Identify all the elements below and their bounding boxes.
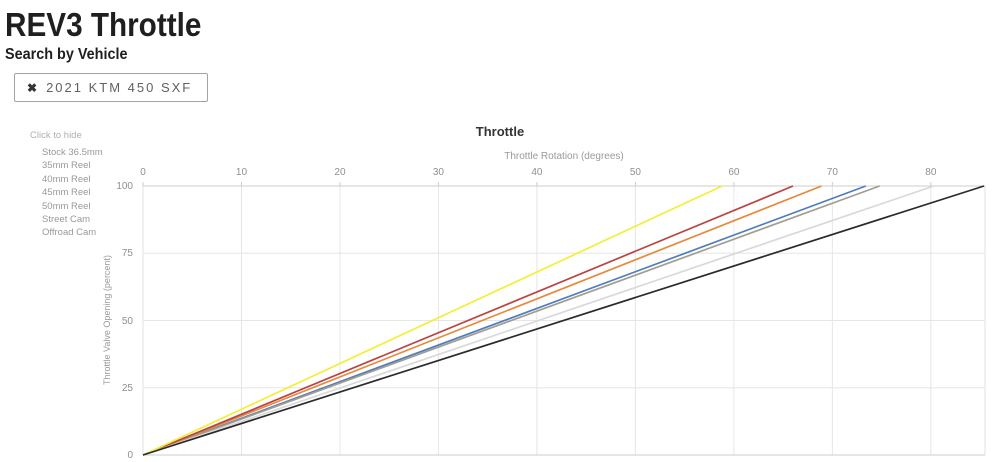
x-tick-label: 40: [531, 167, 543, 178]
x-tick-label: 0: [140, 167, 146, 178]
legend-item-offroad-cam[interactable]: Offroad Cam: [42, 227, 97, 239]
series-line-offroad-cam: [142, 185, 985, 456]
legend-items: Stock 36.5mm 35mm Reel 40mm Reel 45mm Reel 5…: [30, 146, 140, 240]
x-tick-label: 80: [925, 167, 937, 178]
y-tick-label: 25: [121, 382, 133, 394]
x-tick-label: 30: [432, 167, 444, 178]
y-tick-label: 100: [116, 181, 133, 192]
x-tick-label: 10: [235, 167, 248, 178]
y-tick-label: 0: [127, 450, 133, 461]
legend-item-50mm-reel[interactable]: 50mm Reel: [42, 200, 91, 212]
legend-item-stock-36-5mm[interactable]: Stock 36.5mm: [42, 147, 103, 158]
y-tick-label: 75: [121, 248, 133, 260]
legend-item-street-cam[interactable]: Street Cam: [42, 213, 91, 225]
legend-hint: Click to hide: [30, 130, 82, 141]
x-tick-label: 50: [629, 167, 641, 178]
chart-legend: Click to hide Stock 36.5mm 35mm Reel 40mm …: [30, 130, 140, 240]
chart-title: Throttle: [475, 124, 525, 139]
legend-item-40mm-reel[interactable]: 40mm Reel: [42, 173, 91, 185]
page-title: REV3 Throttle: [5, 6, 202, 43]
series-line-35mm-reel: [142, 185, 880, 456]
remove-vehicle-icon[interactable]: ✖: [27, 80, 38, 95]
series-line-40mm-reel: [142, 185, 822, 456]
legend-item-45mm-reel[interactable]: 45mm Reel: [42, 187, 91, 199]
vehicle-tag-label: 2021 KTM 450 SXF: [46, 80, 193, 95]
x-tick-label: 60: [728, 167, 740, 178]
series-line-50mm-reel: [142, 185, 723, 456]
y-tick-label: 50: [121, 315, 133, 327]
x-tick-label: 20: [334, 167, 346, 178]
search-by-vehicle-heading: Search by Vehicle: [5, 46, 128, 63]
x-axis-title: Throttle Rotation (degrees): [504, 151, 624, 162]
series-line-45mm-reel: [142, 185, 794, 456]
x-tick-label: 70: [826, 167, 838, 178]
vehicle-tag[interactable]: ✖ 2021 KTM 450 SXF: [14, 73, 209, 102]
legend-item-35mm-reel[interactable]: 35mm Reel: [42, 160, 91, 172]
series-line-street-cam: [142, 185, 935, 456]
